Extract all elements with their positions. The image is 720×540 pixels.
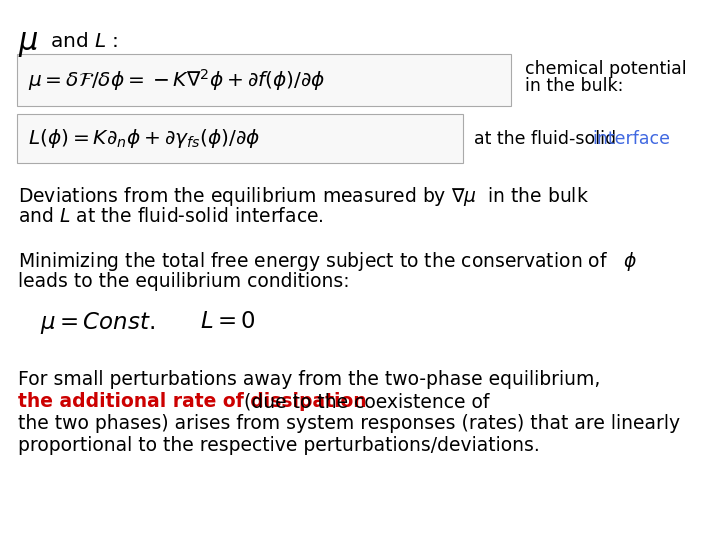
- Text: and $L$ :: and $L$ :: [50, 32, 118, 51]
- Text: leads to the equilibrium conditions:: leads to the equilibrium conditions:: [18, 272, 350, 291]
- Text: in the bulk:: in the bulk:: [525, 77, 624, 95]
- Text: $\mu$: $\mu$: [18, 30, 38, 59]
- Text: proportional to the respective perturbations/deviations.: proportional to the respective perturbat…: [18, 436, 540, 455]
- Text: $\mu = \delta\mathcal{F}/\delta\phi = -K\nabla^2\phi + \partial f(\phi)/\partial: $\mu = \delta\mathcal{F}/\delta\phi = -K…: [28, 67, 325, 93]
- Text: interface: interface: [592, 130, 670, 147]
- Text: at the fluid-solid: at the fluid-solid: [474, 130, 621, 147]
- Text: Deviations from the equilibrium measured by $\nabla\mu$  in the bulk: Deviations from the equilibrium measured…: [18, 185, 589, 208]
- Text: (due to the coexistence of: (due to the coexistence of: [238, 392, 490, 411]
- FancyBboxPatch shape: [17, 54, 511, 106]
- FancyBboxPatch shape: [17, 114, 463, 163]
- Text: For small perturbations away from the two-phase equilibrium,: For small perturbations away from the tw…: [18, 370, 600, 389]
- Text: the additional rate of dissipation: the additional rate of dissipation: [18, 392, 366, 411]
- Text: $L = 0$: $L = 0$: [200, 310, 256, 333]
- Text: Minimizing the total free energy subject to the conservation of   $\phi$: Minimizing the total free energy subject…: [18, 250, 638, 273]
- Text: $\mu = Const.$: $\mu = Const.$: [40, 310, 155, 336]
- Text: and $L$ at the fluid-solid interface.: and $L$ at the fluid-solid interface.: [18, 207, 324, 226]
- Text: chemical potential: chemical potential: [525, 60, 687, 78]
- Text: the two phases) arises from system responses (rates) that are linearly: the two phases) arises from system respo…: [18, 414, 680, 433]
- Text: $L(\phi) = K\partial_n\phi + \partial\gamma_{fs}(\phi)/\partial\phi$: $L(\phi) = K\partial_n\phi + \partial\ga…: [28, 127, 260, 150]
